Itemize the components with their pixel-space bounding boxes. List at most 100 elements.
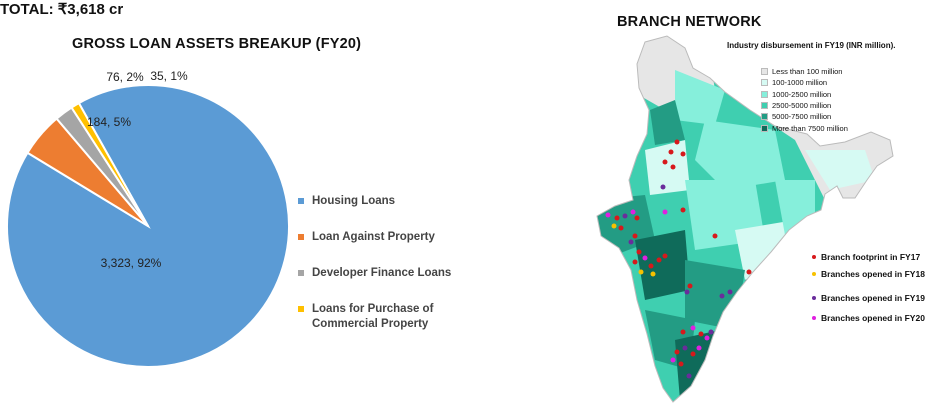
branch-legend-label: Branch footprint in FY17 bbox=[821, 252, 921, 262]
shade-legend-item: 1000-2500 million bbox=[761, 89, 848, 100]
pie-data-label: 35, 1% bbox=[150, 69, 188, 83]
branch-dot bbox=[682, 345, 688, 351]
branch-dot bbox=[686, 373, 692, 379]
shade-legend-item: 5000-7500 million bbox=[761, 111, 848, 122]
pie-slice-3 bbox=[70, 101, 149, 227]
branch-dot bbox=[632, 233, 638, 239]
branch-dot bbox=[642, 255, 648, 261]
branch-dot bbox=[696, 345, 702, 351]
legend-label: Loans for Purchase of Commercial Propert… bbox=[312, 303, 434, 330]
branch-dot bbox=[605, 212, 611, 218]
branch-dot bbox=[632, 259, 638, 265]
branch-dot bbox=[680, 329, 686, 335]
shade-swatch bbox=[761, 124, 768, 132]
legend-item-developer: Developer Finance Loans bbox=[298, 266, 452, 281]
legend-label: Loan Against Property bbox=[312, 231, 435, 243]
map-title: BRANCH NETWORK bbox=[617, 14, 762, 30]
shade-label: 1000-2500 million bbox=[772, 89, 832, 99]
branch-dot bbox=[708, 329, 714, 335]
pie-data-label: 3,323, 92% bbox=[101, 256, 162, 270]
branch-legend: Branch footprint in FY17 Branches opened… bbox=[812, 252, 925, 323]
branch-dot bbox=[684, 289, 690, 295]
pie-data-label: 184, 5% bbox=[87, 115, 131, 129]
branch-dot bbox=[636, 249, 642, 255]
shade-swatch bbox=[761, 113, 768, 121]
branch-legend-dot bbox=[812, 296, 816, 300]
legend-swatch bbox=[298, 198, 304, 204]
india-map bbox=[596, 35, 894, 403]
legend-swatch bbox=[298, 270, 304, 276]
branch-dot bbox=[687, 283, 693, 289]
branch-dot bbox=[678, 361, 684, 367]
legend-item-lap: Loan Against Property bbox=[298, 230, 452, 245]
map-regions bbox=[597, 36, 893, 402]
branch-dot bbox=[634, 215, 640, 221]
shade-swatch bbox=[761, 90, 768, 98]
legend-label: Housing Loans bbox=[312, 195, 396, 207]
shade-swatch bbox=[761, 102, 768, 110]
branch-legend-item: Branches opened in FY19 bbox=[812, 293, 925, 303]
shade-legend-item: More than 7500 million bbox=[761, 122, 848, 133]
branch-dot bbox=[656, 257, 662, 263]
branch-dot bbox=[690, 325, 696, 331]
shade-label: 100-1000 million bbox=[772, 78, 828, 88]
branch-dot bbox=[680, 151, 686, 157]
shade-legend-item: 2500-5000 million bbox=[761, 100, 848, 111]
branch-dot bbox=[719, 293, 725, 299]
pie-chart: 3,323, 92% 184, 5% 76, 2% 35, 1% bbox=[6, 69, 290, 368]
branch-dot bbox=[698, 331, 704, 337]
branch-dot bbox=[660, 184, 666, 190]
legend-swatch bbox=[298, 234, 304, 240]
shade-label: Less than 100 million bbox=[772, 67, 843, 77]
branch-dot bbox=[746, 269, 752, 275]
branch-legend-dot bbox=[812, 272, 816, 276]
branch-dot bbox=[628, 239, 634, 245]
branch-dot bbox=[638, 269, 644, 275]
shade-swatch bbox=[761, 79, 768, 87]
map-shade-legend: Less than 100 million 100-1000 million 1… bbox=[761, 66, 848, 134]
branch-dot bbox=[674, 349, 680, 355]
branch-legend-item: Branch footprint in FY17 bbox=[812, 252, 925, 262]
branch-dot bbox=[662, 209, 668, 215]
branch-dot bbox=[630, 209, 636, 215]
branch-dot bbox=[727, 289, 733, 295]
shade-swatch bbox=[761, 68, 768, 76]
branch-dot bbox=[618, 225, 624, 231]
pie-chart-title: GROSS LOAN ASSETS BREAKUP (FY20) bbox=[72, 36, 362, 52]
shade-label: More than 7500 million bbox=[772, 123, 848, 133]
branch-dot bbox=[712, 233, 718, 239]
branch-dot bbox=[662, 253, 668, 259]
branch-dot bbox=[704, 335, 710, 341]
branch-dot bbox=[690, 351, 696, 357]
branch-dot bbox=[670, 164, 676, 170]
india-outline bbox=[596, 35, 894, 403]
branch-legend-dot bbox=[812, 316, 816, 320]
branch-dot bbox=[622, 213, 628, 219]
total-label: TOTAL: ₹3,618 cr bbox=[0, 1, 124, 18]
branch-legend-label: Branches opened in FY20 bbox=[821, 313, 925, 323]
pie-legend: Housing Loans Loan Against Property Deve… bbox=[298, 194, 452, 353]
legend-item-commercial: Loans for Purchase of Commercial Propert… bbox=[298, 302, 452, 332]
branch-dot bbox=[668, 149, 674, 155]
branch-dot bbox=[674, 139, 680, 145]
map-legend-title: Industry disbursement in FY19 (INR milli… bbox=[727, 41, 896, 50]
branch-dot bbox=[650, 271, 656, 277]
branch-dot bbox=[648, 263, 654, 269]
shade-label: 2500-5000 million bbox=[772, 101, 832, 111]
shade-legend-item: Less than 100 million bbox=[761, 66, 848, 77]
branch-dots bbox=[605, 139, 752, 379]
branch-legend-label: Branches opened in FY18 bbox=[821, 269, 925, 279]
shade-label: 5000-7500 million bbox=[772, 112, 832, 122]
branch-legend-item: Branches opened in FY20 bbox=[812, 313, 925, 323]
branch-dot bbox=[662, 159, 668, 165]
branch-dot bbox=[611, 223, 617, 229]
shade-legend-item: 100-1000 million bbox=[761, 77, 848, 88]
branch-dot bbox=[614, 215, 620, 221]
branch-legend-label: Branches opened in FY19 bbox=[821, 293, 925, 303]
branch-dot bbox=[670, 357, 676, 363]
legend-label: Developer Finance Loans bbox=[312, 267, 452, 279]
legend-item-housing: Housing Loans bbox=[298, 194, 452, 209]
branch-legend-item: Branches opened in FY18 bbox=[812, 269, 925, 279]
legend-swatch bbox=[298, 306, 304, 312]
branch-legend-dot bbox=[812, 255, 816, 259]
